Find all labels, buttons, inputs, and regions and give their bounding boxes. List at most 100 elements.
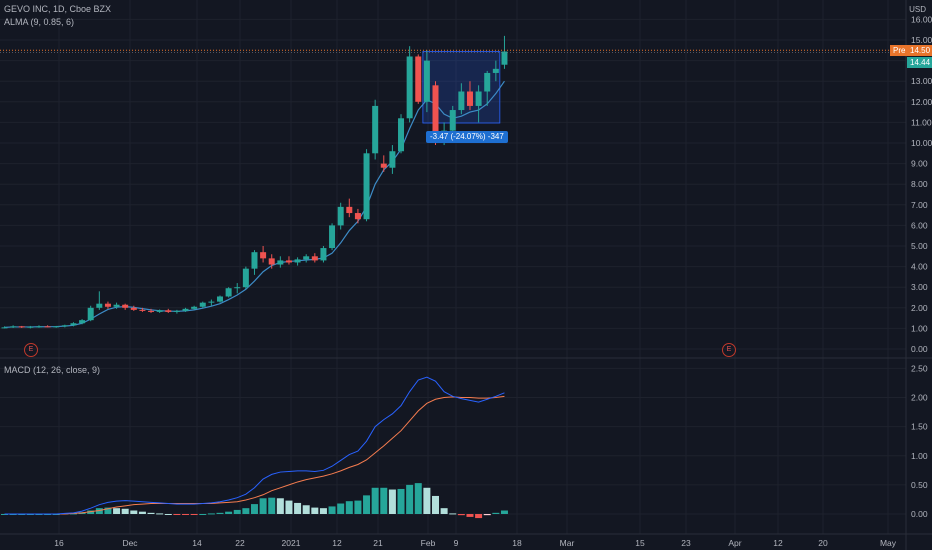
histogram-bar <box>311 507 319 514</box>
histogram-bar <box>276 498 284 514</box>
candle <box>389 145 396 174</box>
candle-body <box>87 307 94 321</box>
pre-label-tag: Pre <box>890 45 909 56</box>
candle-body <box>294 259 301 263</box>
price-tick-label: 2.00 <box>911 303 928 313</box>
candle-body <box>285 260 292 263</box>
candle-body <box>251 252 258 269</box>
candle <box>122 303 129 310</box>
candle <box>1 326 8 329</box>
time-tick-label: May <box>880 538 897 548</box>
candle <box>406 46 413 123</box>
candle <box>148 308 155 313</box>
candle <box>354 208 361 224</box>
candle-body <box>242 268 249 288</box>
histogram-bar <box>95 508 103 514</box>
candle-body <box>96 303 103 308</box>
time-tick-label: 14 <box>192 538 202 548</box>
candle-body <box>27 326 34 328</box>
histogram-bar <box>354 500 362 514</box>
candle <box>337 202 344 230</box>
candle-body <box>191 306 198 309</box>
histogram-bar <box>457 514 465 516</box>
time-tick-label: Apr <box>728 538 741 548</box>
histogram-bar <box>345 501 353 514</box>
histogram-bar <box>250 504 258 514</box>
candle-body <box>1 327 8 329</box>
time-tick-label: 18 <box>512 538 522 548</box>
candle-body <box>466 91 473 106</box>
histogram-bar <box>216 512 224 514</box>
histogram-bar <box>173 514 181 515</box>
candle <box>208 299 215 306</box>
candle <box>182 307 189 312</box>
candle-body <box>44 326 51 328</box>
time-tick-label: Feb <box>421 538 436 548</box>
price-tick-label: 9.00 <box>911 159 928 169</box>
histogram-bar <box>500 510 508 514</box>
candle <box>423 50 430 113</box>
time-axis[interactable]: 16 Dec 14 22 2021 12 21 Feb 9 18 Mar 15 23 Apr 12 20 May <box>54 538 897 548</box>
macd-tick-label: 0.00 <box>911 509 928 519</box>
price-axis[interactable]: 16.0015.0014.0013.0012.0011.0010.009.008… <box>911 14 932 354</box>
price-tick-label: 13.00 <box>911 76 932 86</box>
pre-price-tag: 14.50 <box>907 45 932 56</box>
candle <box>165 308 172 313</box>
candle <box>79 319 86 325</box>
histogram-bar <box>164 514 172 515</box>
macd-tick-label: 2.50 <box>911 363 928 373</box>
time-tick-label: 22 <box>235 538 245 548</box>
candle <box>53 325 60 328</box>
symbol-legend[interactable]: GEVO INC, 1D, Cboe BZX <box>4 4 112 14</box>
candle <box>294 257 301 266</box>
time-tick-label: 23 <box>681 538 691 548</box>
candle <box>285 256 292 265</box>
candle <box>458 83 465 115</box>
candle-body <box>501 51 508 65</box>
histogram-bar <box>328 506 336 514</box>
alma-legend[interactable]: ALMA (9, 0.85, 6) <box>4 17 75 27</box>
histogram-bar <box>466 514 474 517</box>
histogram-bar <box>440 508 448 514</box>
candle-body <box>458 91 465 111</box>
candle-body <box>182 308 189 311</box>
candle <box>329 223 336 251</box>
candle <box>380 155 387 172</box>
histogram-bar <box>233 509 241 514</box>
candle-body <box>148 310 155 312</box>
candle-body <box>18 326 25 328</box>
candle <box>320 246 327 263</box>
candle <box>217 295 223 303</box>
histogram-bar <box>121 508 129 514</box>
histogram-bar <box>182 514 190 515</box>
price-tick-label: 16.00 <box>911 14 932 24</box>
macd-axis[interactable]: 2.50 2.00 1.50 1.00 0.50 0.00 <box>911 363 928 519</box>
candle <box>87 305 94 322</box>
time-tick-label: 12 <box>773 538 783 548</box>
candle <box>475 85 482 123</box>
candle <box>130 305 137 311</box>
candle-body <box>139 309 146 311</box>
candle <box>415 54 422 104</box>
earnings-icon-upcoming[interactable]: E <box>722 343 736 357</box>
candle-body <box>380 163 387 168</box>
candle <box>303 254 310 263</box>
candle <box>484 70 491 106</box>
macd-tick-label: 1.00 <box>911 451 928 461</box>
earnings-icon[interactable]: E <box>24 343 38 357</box>
candle <box>191 305 198 310</box>
histogram-bar <box>242 508 250 514</box>
signal-line <box>4 395 505 515</box>
macd-legend[interactable]: MACD (12, 26, close, 9) <box>4 365 101 375</box>
time-tick-label: 15 <box>635 538 645 548</box>
price-tick-label: 3.00 <box>911 282 928 292</box>
histogram-bar <box>130 510 138 514</box>
candle <box>225 287 232 298</box>
histogram-bar <box>337 503 345 514</box>
macd-tick-label: 2.00 <box>911 393 928 403</box>
time-tick-label: Dec <box>122 538 138 548</box>
candle-body <box>79 320 86 324</box>
histogram-layer <box>1 483 508 519</box>
candle-body <box>432 85 439 137</box>
